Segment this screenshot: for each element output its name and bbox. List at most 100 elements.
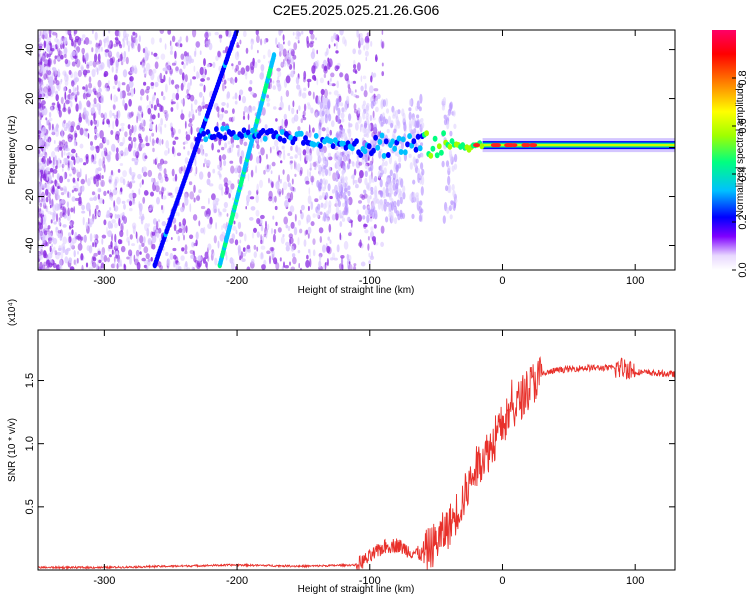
noise-speckle [139,208,143,217]
noise-speckle [237,165,242,174]
band-blob [424,130,429,137]
noise-speckle [64,71,67,78]
noise-speckle [185,59,189,65]
noise-speckle [135,249,140,257]
noise-speckle [150,71,155,81]
noise-speckle [218,113,223,121]
noise-speckle [39,230,42,239]
noise-speckle [38,123,41,130]
noise-speckle [328,44,331,49]
noise-speckle [113,260,116,268]
noise-speckle [306,214,311,223]
noise-speckle [54,155,57,162]
noise-speckle [287,40,291,47]
noise-speckle [122,170,127,178]
noise-speckle [59,211,63,218]
noise-speckle [90,155,93,164]
noise-speckle [107,230,112,238]
noise-speckle [203,163,205,168]
noise-speckle [255,209,260,217]
noise-speckle [329,78,332,83]
noise-speckle [147,239,151,246]
noise-speckle [46,174,49,181]
streak-blob [451,184,455,191]
noise-speckle [100,253,104,262]
noise-speckle [143,81,147,86]
noise-speckle [375,54,378,63]
noise-speckle [261,264,266,270]
noise-speckle [101,267,104,270]
noise-speckle [356,115,360,121]
noise-speckle [38,206,41,214]
noise-speckle [153,159,156,165]
noise-speckle [234,100,238,105]
noise-speckle [140,108,144,115]
noise-speckle [193,184,196,193]
noise-speckle [225,30,229,37]
noise-speckle [95,46,98,54]
noise-speckle [43,230,48,236]
y-tick-label: 1.0 [24,436,36,451]
band-blob [330,143,336,150]
noise-speckle [290,191,294,201]
noise-speckle [146,94,149,101]
noise-speckle [95,179,100,188]
noise-speckle [115,96,119,102]
noise-speckle [225,254,228,261]
streak-blob [341,107,345,114]
noise-speckle [162,195,167,200]
noise-speckle [108,44,113,49]
noise-speckle [54,68,58,77]
noise-speckle [98,259,102,264]
noise-speckle [268,164,272,170]
noise-speckle [48,156,51,165]
noise-speckle [191,241,195,248]
noise-speckle [251,232,255,239]
noise-speckle [44,253,48,259]
noise-speckle [73,130,77,139]
noise-speckle [217,240,220,249]
noise-speckle [235,165,240,173]
colorbar-tick-label: 0.0 [737,262,749,277]
streak-blob [342,202,346,207]
noise-speckle [155,124,158,133]
streak-blob [447,175,451,186]
band-blob [436,143,442,150]
noise-speckle [60,250,64,260]
noise-speckle [237,60,242,66]
noise-speckle [271,161,276,167]
streak-blob [396,119,400,127]
noise-speckle [99,172,102,181]
noise-speckle [358,161,363,166]
noise-speckle [199,144,204,151]
noise-speckle [182,97,185,107]
noise-speckle [242,115,246,120]
noise-speckle [254,61,258,69]
noise-speckle [70,101,73,108]
noise-speckle [255,194,259,203]
noise-speckle [64,248,69,256]
noise-speckle [155,56,160,60]
noise-speckle [55,94,59,102]
noise-speckle [124,103,128,111]
band-blob [479,143,485,150]
noise-speckle [299,209,302,214]
noise-speckle [246,244,251,250]
noise-speckle [62,246,65,254]
noise-speckle [296,163,301,173]
noise-speckle [156,196,160,205]
noise-speckle [103,112,108,120]
noise-speckle [109,110,113,118]
x-tick-label: -100 [359,575,381,587]
noise-speckle [54,250,58,256]
band-blob [409,142,415,149]
noise-speckle [306,78,312,83]
noise-speckle [293,42,298,51]
streak-blob [418,205,422,215]
noise-speckle [96,102,101,111]
noise-speckle [200,78,206,82]
noise-speckle [111,170,113,176]
streak-blob [411,116,415,127]
noise-speckle [366,37,370,44]
streak-blob [342,191,346,200]
